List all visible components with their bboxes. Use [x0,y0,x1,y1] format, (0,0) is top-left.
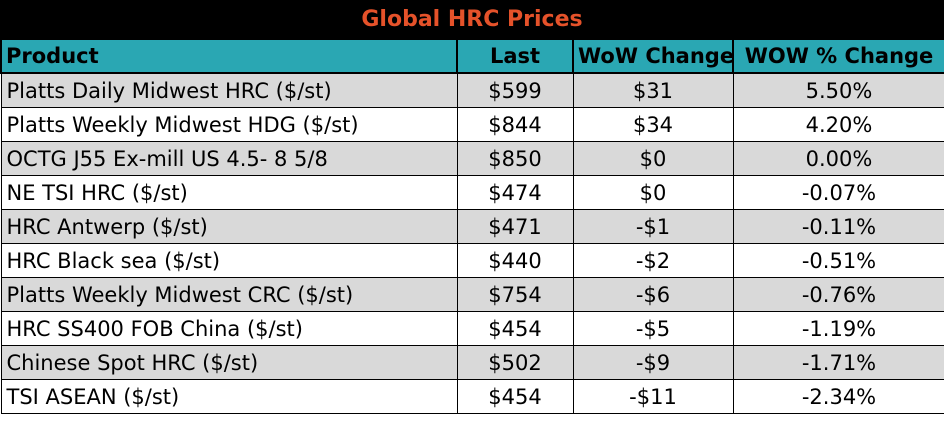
cell-product: HRC Antwerp ($/st) [0,209,458,244]
cell-product: HRC SS400 FOB China ($/st) [0,311,458,346]
header-product: Product [0,38,458,74]
table-row: NE TSI HRC ($/st) $474 $0 -0.07% [0,175,944,210]
table-row: TSI ASEAN ($/st) $454 -$11 -2.34% [0,379,944,414]
cell-wow-change: -$1 [572,209,734,244]
header-row: Product Last WoW Change WOW % Change [0,38,944,74]
cell-last: $454 [456,311,574,346]
cell-product: TSI ASEAN ($/st) [0,379,458,414]
cell-product: NE TSI HRC ($/st) [0,175,458,210]
table-row: HRC SS400 FOB China ($/st) $454 -$5 -1.1… [0,311,944,346]
cell-last: $454 [456,379,574,414]
cell-wow-change: $0 [572,175,734,210]
cell-wow-pct-change: -2.34% [732,379,944,414]
cell-product: Platts Weekly Midwest CRC ($/st) [0,277,458,312]
cell-wow-pct-change: -1.19% [732,311,944,346]
table-row: Platts Weekly Midwest HDG ($/st) $844 $3… [0,107,944,142]
table-row: Chinese Spot HRC ($/st) $502 -$9 -1.71% [0,345,944,380]
cell-wow-change: $31 [572,72,734,108]
cell-last: $850 [456,141,574,176]
cell-wow-change: -$5 [572,311,734,346]
cell-last: $844 [456,107,574,142]
cell-wow-pct-change: -0.51% [732,243,944,278]
header-wow-pct-change: WOW % Change [732,38,944,74]
table-row: HRC Black sea ($/st) $440 -$2 -0.51% [0,243,944,278]
hrc-prices-table: Product Last WoW Change WOW % Change Pla… [0,38,944,414]
cell-wow-pct-change: 4.20% [732,107,944,142]
cell-wow-change: -$2 [572,243,734,278]
table-row: HRC Antwerp ($/st) $471 -$1 -0.11% [0,209,944,244]
cell-product: Platts Daily Midwest HRC ($/st) [0,72,458,108]
cell-wow-pct-change: -0.07% [732,175,944,210]
cell-wow-pct-change: -1.71% [732,345,944,380]
cell-product: Platts Weekly Midwest HDG ($/st) [0,107,458,142]
cell-wow-pct-change: 0.00% [732,141,944,176]
title-bar: Global HRC Prices [0,0,944,38]
cell-wow-pct-change: -0.11% [732,209,944,244]
cell-last: $502 [456,345,574,380]
cell-product: HRC Black sea ($/st) [0,243,458,278]
table-title: Global HRC Prices [361,6,583,32]
cell-wow-change: -$11 [572,379,734,414]
cell-last: $440 [456,243,574,278]
cell-wow-change: -$9 [572,345,734,380]
table-row: OCTG J55 Ex-mill US 4.5- 8 5/8 $850 $0 0… [0,141,944,176]
cell-last: $754 [456,277,574,312]
cell-last: $471 [456,209,574,244]
cell-last: $599 [456,72,574,108]
cell-product: OCTG J55 Ex-mill US 4.5- 8 5/8 [0,141,458,176]
cell-wow-change: $34 [572,107,734,142]
cell-product: Chinese Spot HRC ($/st) [0,345,458,380]
cell-wow-pct-change: 5.50% [732,72,944,108]
header-wow-change: WoW Change [572,38,734,74]
table-row: Platts Daily Midwest HRC ($/st) $599 $31… [0,72,944,108]
cell-wow-change: -$6 [572,277,734,312]
cell-wow-pct-change: -0.76% [732,277,944,312]
table-row: Platts Weekly Midwest CRC ($/st) $754 -$… [0,277,944,312]
cell-last: $474 [456,175,574,210]
cell-wow-change: $0 [572,141,734,176]
header-last: Last [456,38,574,74]
